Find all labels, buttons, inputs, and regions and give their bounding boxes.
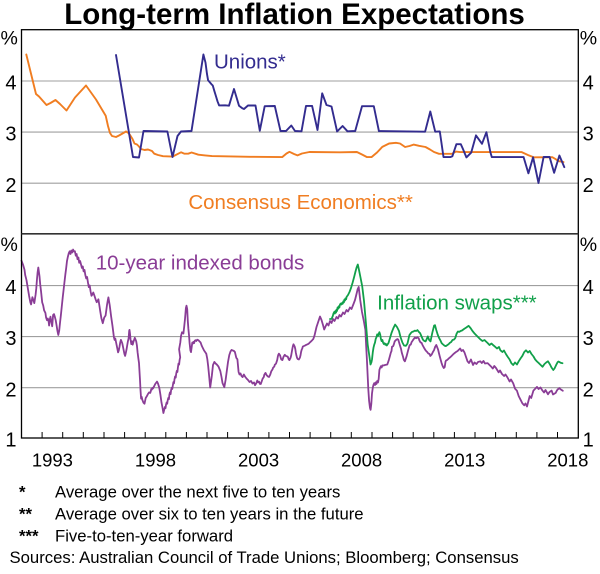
svg-text:%: %: [1, 28, 18, 50]
svg-text:3: 3: [583, 124, 594, 146]
svg-text:3: 3: [5, 328, 16, 350]
svg-text:2003: 2003: [238, 450, 279, 471]
svg-text:2018: 2018: [547, 450, 588, 471]
svg-text:2: 2: [5, 379, 16, 401]
svg-text:Consensus Economics**: Consensus Economics**: [188, 191, 412, 214]
svg-text:Average over six to ten years: Average over six to ten years in the fut…: [55, 505, 364, 524]
svg-text:*: *: [19, 483, 26, 502]
svg-text:1: 1: [583, 430, 594, 452]
svg-text:2013: 2013: [444, 450, 485, 471]
svg-text:%: %: [580, 28, 597, 50]
svg-text:**: **: [19, 505, 32, 524]
svg-text:2: 2: [5, 175, 16, 197]
svg-text:3: 3: [5, 124, 16, 146]
svg-text:4: 4: [583, 277, 594, 299]
svg-text:2: 2: [583, 379, 594, 401]
svg-text:4: 4: [583, 73, 594, 95]
svg-text:1993: 1993: [32, 450, 73, 471]
svg-text:***: ***: [19, 527, 39, 546]
svg-text:4: 4: [5, 73, 16, 95]
svg-text:4: 4: [5, 277, 16, 299]
svg-text:Unions*: Unions*: [214, 50, 286, 73]
svg-text:1: 1: [5, 430, 16, 452]
svg-text:3: 3: [583, 328, 594, 350]
svg-text:Five-to-ten-year forward: Five-to-ten-year forward: [55, 527, 233, 546]
svg-text:%: %: [580, 234, 597, 256]
svg-text:%: %: [1, 234, 18, 256]
svg-text:Average over the next five to: Average over the next five to ten years: [55, 483, 340, 502]
svg-text:Sources: Australian Council of: Sources: Australian Council of Trade Uni…: [10, 548, 519, 567]
svg-text:10-year indexed bonds: 10-year indexed bonds: [96, 251, 305, 274]
svg-text:2: 2: [583, 175, 594, 197]
svg-text:2008: 2008: [341, 450, 382, 471]
svg-text:Inflation swaps***: Inflation swaps***: [377, 292, 537, 315]
svg-text:1998: 1998: [135, 450, 176, 471]
svg-text:Long-term Inflation Expectatio: Long-term Inflation Expectations: [64, 0, 525, 31]
